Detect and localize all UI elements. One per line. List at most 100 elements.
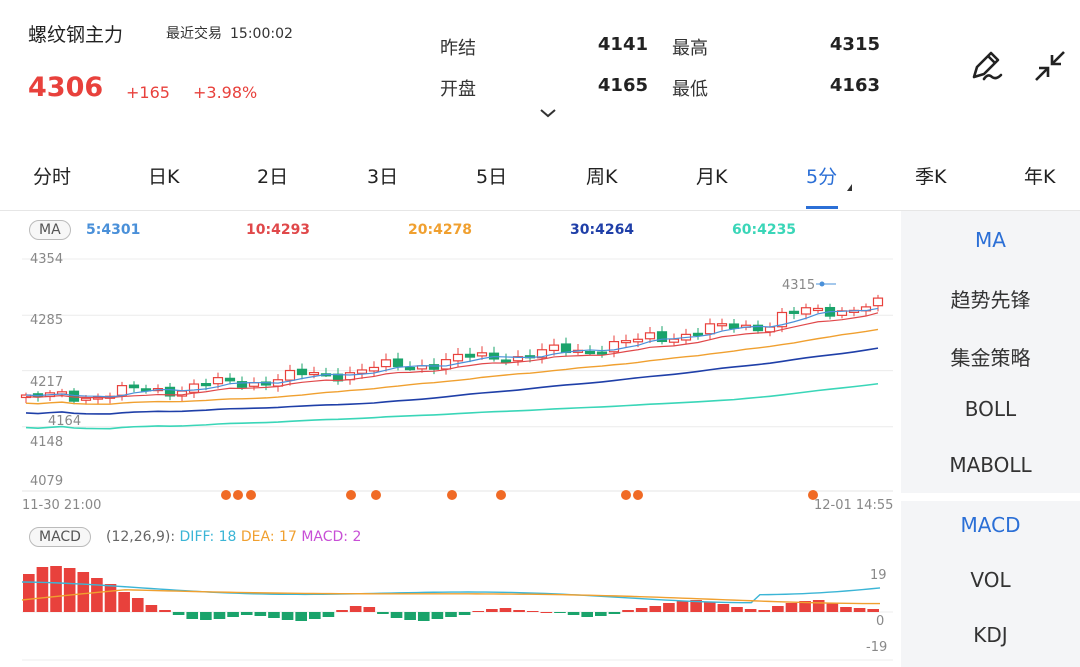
high-marker-label: 4315 (782, 278, 816, 293)
price-axis-label: 4079 (30, 474, 64, 489)
macd-histogram-value: MACD: 2 (301, 529, 362, 545)
ma30-value: 30:4264 (570, 222, 635, 238)
up-candle (440, 359, 452, 370)
down-candle (692, 332, 704, 336)
macd-chart[interactable] (0, 550, 900, 665)
tab-5min[interactable]: 5分 (806, 166, 838, 188)
macd-bar-positive (23, 574, 35, 612)
up-candle (608, 341, 620, 353)
down-candle (656, 331, 668, 343)
side-item-fund-strategy[interactable]: 集金策略 (950, 346, 1031, 370)
macd-bar-positive (622, 610, 634, 612)
macd-bar-positive (867, 609, 879, 612)
side-item-macd[interactable]: MACD (960, 513, 1021, 537)
macd-bar-positive (649, 606, 662, 612)
up-candle (212, 377, 224, 385)
macd-axis-label: 19 (870, 568, 887, 583)
tab-dropdown-caret[interactable] (847, 184, 852, 191)
price-axis-label: 4148 (30, 435, 64, 450)
ma10-value: 10:4293 (246, 222, 311, 238)
down-candle (584, 350, 596, 355)
collapse-icon[interactable] (1030, 46, 1070, 86)
status-text: 最近交易 (166, 26, 222, 42)
ma60-line (25, 382, 879, 430)
tabs-divider (0, 210, 1080, 211)
macd-bar-negative (281, 612, 294, 620)
macd-bar-positive (840, 607, 852, 612)
macd-bar-negative (458, 612, 471, 615)
time-axis-end: 12-01 14:55 (814, 498, 894, 513)
low-marker-label: 4164 (48, 414, 82, 429)
ma10-line (25, 312, 879, 399)
tab-intraday[interactable]: 分时 (33, 166, 72, 188)
tab-2day[interactable]: 2日 (257, 166, 289, 188)
down-candle (428, 364, 440, 370)
signal-dot (808, 490, 818, 500)
ma-indicator-label[interactable]: MA (29, 220, 71, 240)
up-candle (800, 307, 812, 315)
sub-indicator-group: MACD VOL KDJ (901, 501, 1080, 667)
up-candle (668, 338, 680, 343)
tab-5day[interactable]: 5日 (476, 166, 508, 188)
price-axis-label: 4285 (30, 313, 64, 328)
macd-bar-negative (581, 612, 593, 617)
macd-bar-negative (295, 612, 307, 621)
ma60-value: 60:4235 (732, 222, 797, 238)
macd-bar-positive (472, 611, 485, 612)
up-candle (704, 323, 716, 335)
status-time: 15:00:02 (230, 26, 293, 42)
time-axis-start: 11-30 21:00 (22, 498, 102, 513)
up-candle (644, 332, 656, 340)
macd-bar-positive (131, 598, 144, 612)
macd-diff-line (21, 581, 881, 604)
ma5-value: 5:4301 (86, 222, 141, 238)
side-item-boll[interactable]: BOLL (964, 397, 1017, 421)
down-candle (752, 324, 764, 332)
tab-daily-k[interactable]: 日K (148, 166, 180, 188)
macd-bar-negative (309, 612, 321, 619)
down-candle (404, 367, 416, 371)
macd-bar-negative (608, 612, 621, 614)
prev-settle-value: 4141 (597, 34, 648, 55)
up-candle (512, 356, 524, 362)
tab-weekly-k[interactable]: 周K (586, 166, 618, 188)
chevron-down-icon[interactable] (539, 106, 557, 120)
side-item-vol[interactable]: VOL (970, 568, 1011, 592)
price-axis-label: 4354 (30, 252, 64, 267)
macd-bar-positive (690, 600, 702, 612)
macd-bar-negative (595, 612, 607, 616)
high-value: 4315 (829, 34, 880, 55)
draw-icon[interactable] (966, 46, 1006, 86)
macd-bar-positive (91, 578, 103, 612)
macd-bar-positive (703, 602, 716, 612)
macd-bar-negative (554, 612, 566, 613)
tab-3day[interactable]: 3日 (367, 166, 399, 188)
tab-quarterly-k[interactable]: 季K (915, 166, 947, 188)
up-candle (776, 311, 788, 328)
side-item-ma[interactable]: MA (975, 228, 1006, 252)
high-marker-dot (819, 281, 825, 287)
down-candle (560, 343, 572, 354)
side-item-trend-pioneer[interactable]: 趋势先锋 (950, 288, 1031, 312)
down-candle (200, 383, 212, 387)
contract-name: 螺纹钢主力 (28, 24, 124, 46)
candlestick-chart[interactable] (0, 245, 900, 520)
side-item-kdj[interactable]: KDJ (973, 623, 1008, 647)
tab-monthly-k[interactable]: 月K (696, 166, 728, 188)
side-item-maboll[interactable]: MABOLL (949, 453, 1032, 477)
up-candle (308, 372, 320, 376)
macd-bar-positive (676, 601, 689, 612)
tab-yearly-k[interactable]: 年K (1024, 166, 1056, 188)
macd-bar-positive (663, 603, 675, 612)
up-candle (812, 307, 824, 312)
ma30-line (25, 347, 879, 415)
open-label: 开盘 (440, 79, 476, 100)
macd-bar-positive (540, 612, 553, 613)
macd-indicator-label[interactable]: MACD (29, 527, 91, 547)
macd-bar-positive (717, 604, 730, 612)
macd-bar-positive (363, 607, 376, 612)
ma20-line (25, 328, 879, 405)
up-candle (452, 353, 464, 362)
up-candle (620, 340, 632, 344)
